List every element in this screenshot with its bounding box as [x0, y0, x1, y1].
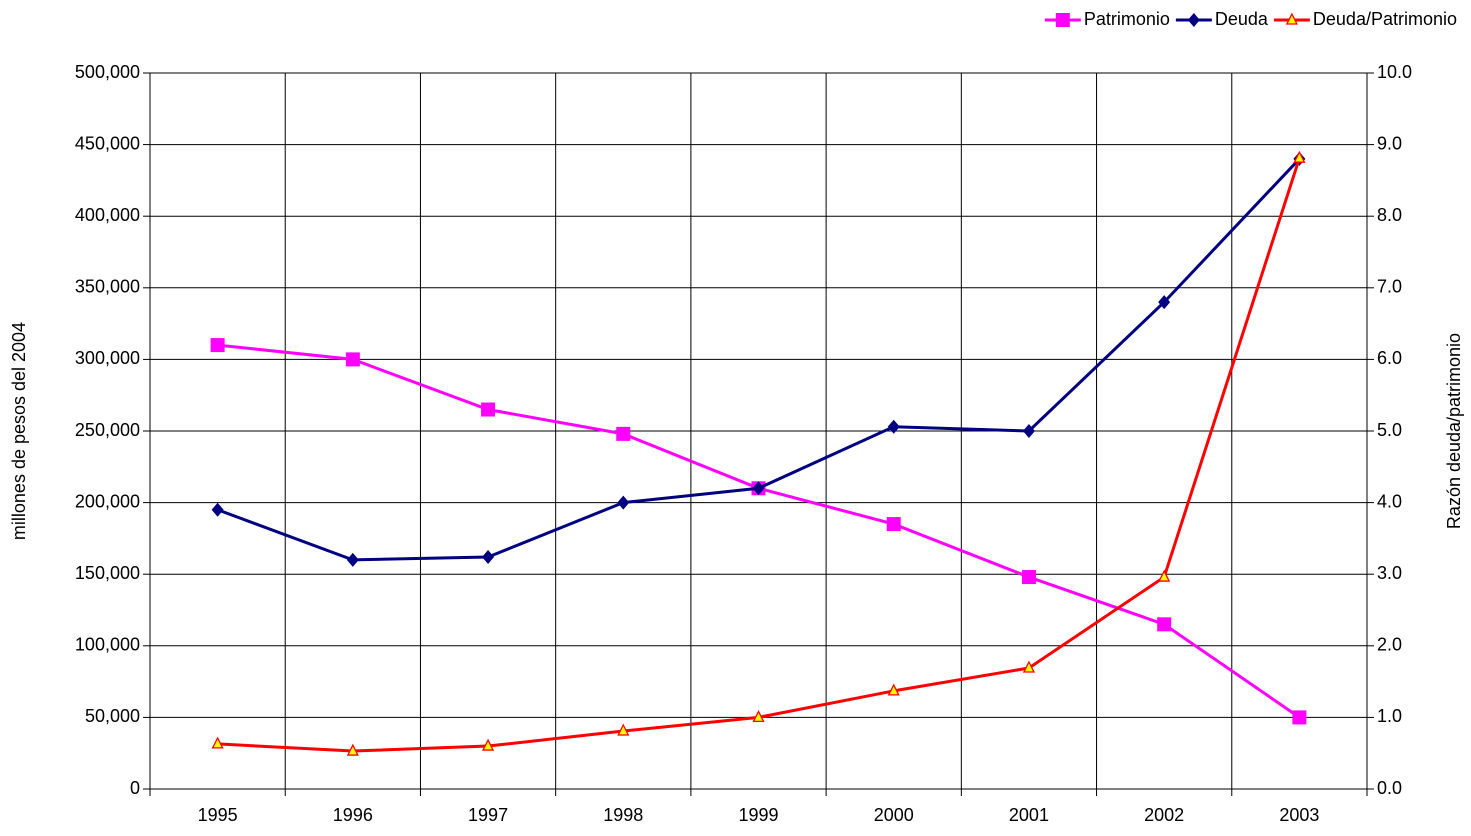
marker: [1158, 295, 1171, 310]
y-tick-label: 500,000: [75, 62, 140, 82]
x-tick-label: 1995: [198, 805, 238, 825]
x-tick-label: 2001: [1009, 805, 1049, 825]
legend: Patrimonio Deuda Deuda/Patrimonio: [1044, 9, 1457, 29]
y-tick-label: 0: [130, 778, 140, 798]
y2-tick-label: 4.0: [1377, 491, 1402, 511]
marker: [345, 352, 360, 367]
legend-marker: [1055, 13, 1070, 27]
marker: [1022, 660, 1035, 673]
marker: [887, 683, 900, 696]
marker: [211, 502, 224, 517]
legend-marker: [1285, 12, 1298, 25]
y-tick-label: 350,000: [75, 277, 140, 297]
marker: [482, 550, 495, 565]
marker: [617, 495, 630, 510]
y-tick-label: 100,000: [75, 635, 140, 655]
y-axis-title: millones de pesos del 2004: [9, 322, 29, 540]
y-tick-label: 400,000: [75, 205, 140, 225]
y-tick-label: 450,000: [75, 133, 140, 153]
marker: [1157, 617, 1172, 632]
x-tick-label: 1999: [738, 805, 778, 825]
y-tick-label: 50,000: [85, 706, 140, 726]
legend-label: Deuda/Patrimonio: [1313, 9, 1457, 29]
marker: [481, 402, 496, 417]
plot-frame: [149, 72, 1368, 790]
marker: [752, 709, 765, 723]
marker: [1021, 570, 1036, 585]
legend-label: Patrimonio: [1084, 9, 1170, 29]
x-tick-label: 1998: [603, 805, 643, 825]
x-tick-label: 1997: [468, 805, 508, 825]
y2-tick-label: 10.0: [1377, 62, 1412, 82]
marker: [1158, 569, 1171, 582]
marker: [1022, 424, 1035, 438]
y2-tick-label: 9.0: [1377, 133, 1402, 153]
x-tick-label: 2002: [1144, 805, 1184, 825]
marker: [210, 338, 225, 353]
marker: [887, 419, 900, 434]
y2-tick-label: 0.0: [1377, 778, 1402, 798]
marker: [346, 743, 359, 756]
y2-tick-label: 6.0: [1377, 348, 1402, 368]
legend-marker: [1187, 13, 1200, 27]
x-tick-label: 2003: [1279, 805, 1319, 825]
x-tick-label: 2000: [874, 805, 914, 825]
y-tick-label: 150,000: [75, 563, 140, 583]
y2-tick-label: 1.0: [1377, 706, 1402, 726]
y-tick-label: 250,000: [75, 420, 140, 440]
marker: [752, 481, 765, 496]
marker: [1293, 150, 1306, 163]
legend-label: Deuda: [1215, 9, 1269, 29]
marker: [886, 517, 901, 532]
y2-axis-title: Razón deuda/patrimonio: [1444, 333, 1464, 529]
y2-tick-label: 3.0: [1377, 563, 1402, 583]
y2-tick-label: 8.0: [1377, 205, 1402, 225]
y-tick-label: 200,000: [75, 491, 140, 511]
marker: [482, 738, 495, 751]
y2-tick-label: 2.0: [1377, 635, 1402, 655]
marker: [1292, 710, 1307, 725]
y2-tick-label: 5.0: [1377, 420, 1402, 440]
y-tick-label: 300,000: [75, 348, 140, 368]
x-tick-label: 1996: [333, 805, 373, 825]
marker: [211, 736, 224, 749]
marker: [616, 426, 631, 441]
marker: [346, 552, 359, 567]
y2-tick-label: 7.0: [1377, 277, 1402, 297]
marker: [617, 723, 630, 736]
